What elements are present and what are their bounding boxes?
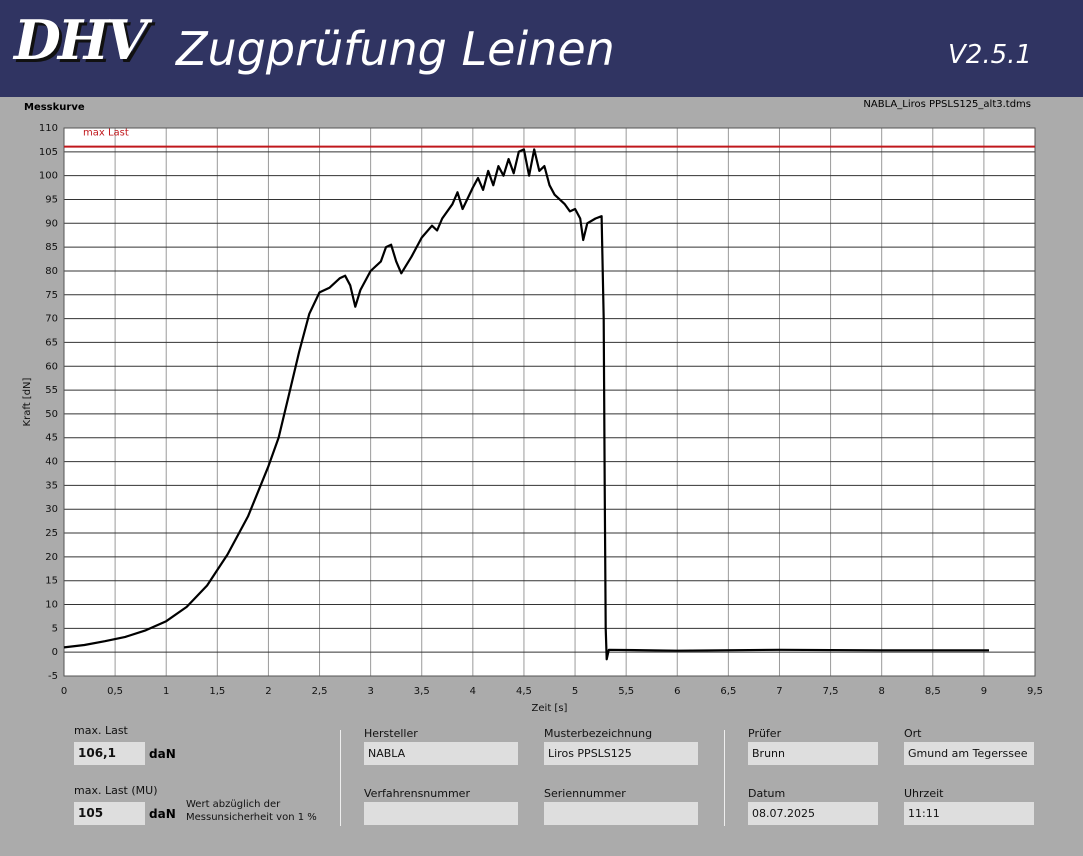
- unit: daN: [149, 747, 176, 761]
- x-tick-label: 8,5: [925, 686, 941, 697]
- value-display: 106,1: [74, 742, 145, 765]
- text-field: Liros PPSLS125: [544, 742, 698, 765]
- y-tick-label: 50: [45, 409, 58, 420]
- note: Messunsicherheit von 1 %: [186, 812, 317, 823]
- version: V2.5.1: [948, 40, 1032, 70]
- y-tick-label: 80: [45, 266, 58, 277]
- x-tick-label: 2: [265, 686, 271, 697]
- y-tick-label: 35: [45, 480, 58, 491]
- x-tick-label: 9: [981, 686, 987, 697]
- x-tick-label: 1,5: [209, 686, 225, 697]
- y-tick-label: -5: [48, 671, 58, 682]
- separator: [724, 730, 725, 826]
- x-tick-label: 5,5: [618, 686, 634, 697]
- x-tick-label: 3: [367, 686, 373, 697]
- x-tick-label: 0,5: [107, 686, 123, 697]
- text-field: [364, 802, 518, 825]
- x-tick-label: 9,5: [1027, 686, 1043, 697]
- x-tick-label: 3,5: [414, 686, 430, 697]
- x-tick-label: 7,5: [823, 686, 839, 697]
- chart: 0 0,5 1 1,5 2 2,5 3 3,5 4 4,5 5 5,5 6 6,5 7 7,5 8 8,5 9 9,5…: [22, 123, 1043, 714]
- x-tick-label: 6,5: [720, 686, 736, 697]
- unit: daN: [149, 807, 176, 821]
- field-label: Hersteller: [364, 727, 418, 740]
- text-field: [544, 802, 698, 825]
- x-axis-label: Zeit [s]: [532, 703, 568, 714]
- x-tick-label: 6: [674, 686, 680, 697]
- y-tick-label: 5: [52, 623, 58, 634]
- y-tick-label: 100: [39, 171, 58, 182]
- header: DHV Zugprüfung Leinen V2.5.1: [0, 0, 1083, 97]
- x-tick-label: 8: [878, 686, 884, 697]
- y-tick-label: 60: [45, 361, 58, 372]
- x-tick-label: 7: [776, 686, 782, 697]
- y-tick-label: 40: [45, 457, 58, 468]
- field-label: Verfahrensnummer: [364, 787, 470, 800]
- field-label: Uhrzeit: [904, 787, 944, 800]
- x-tick-label: 1: [163, 686, 169, 697]
- text-field: 11:11: [904, 802, 1034, 825]
- y-tick-label: 20: [45, 552, 58, 563]
- y-tick-label: 25: [45, 528, 58, 539]
- plot-area: [64, 128, 1035, 676]
- x-tick-label: 4,5: [516, 686, 532, 697]
- y-tick-label: 15: [45, 576, 58, 587]
- y-tick-label: 55: [45, 385, 58, 396]
- field-label: Musterbezeichnung: [544, 727, 653, 740]
- plot-border: [63, 127, 1036, 677]
- y-tick-label: 10: [45, 600, 58, 611]
- file-name: NABLA_Liros PPSLS125_alt3.tdms: [863, 99, 1031, 110]
- x-tick-label: 2,5: [312, 686, 328, 697]
- y-tick-label: 0: [52, 647, 58, 658]
- y-tick-label: 85: [45, 242, 58, 253]
- y-tick-label: 65: [45, 337, 58, 348]
- field-label: Ort: [904, 727, 922, 740]
- max-line-label: max Last: [83, 128, 129, 139]
- value-display: 105: [74, 802, 145, 825]
- section-label: Messkurve: [24, 102, 85, 113]
- field-label: Prüfer: [748, 727, 782, 740]
- y-axis-label: Kraft [dN]: [22, 377, 33, 426]
- text-field: Brunn: [748, 742, 878, 765]
- text-field: Gmund am Tegerssee: [904, 742, 1034, 765]
- field-label: max. Last: [74, 724, 128, 737]
- text-field: NABLA: [364, 742, 518, 765]
- field-label: Datum: [748, 787, 786, 800]
- separator: [340, 730, 341, 826]
- y-tick-label: 110: [39, 123, 58, 134]
- note: Wert abzüglich der: [186, 799, 281, 810]
- y-tick-label: 70: [45, 314, 58, 325]
- field-label: Seriennummer: [544, 787, 626, 800]
- y-tick-label: 45: [45, 433, 58, 444]
- data-line: [63, 148, 989, 661]
- x-tick-label: 4: [470, 686, 476, 697]
- x-tick-label: 0: [61, 686, 67, 697]
- y-tick-label: 75: [45, 290, 58, 301]
- field-label: max. Last (MU): [74, 784, 158, 797]
- y-tick-label: 30: [45, 504, 58, 515]
- y-tick-label: 95: [45, 194, 58, 205]
- logo: DHV: [14, 8, 148, 72]
- x-tick-label: 5: [572, 686, 578, 697]
- y-tick-label: 90: [45, 218, 58, 229]
- y-tick-label: 105: [39, 147, 58, 158]
- app-title: Zugprüfung Leinen: [176, 22, 615, 76]
- text-field: 08.07.2025: [748, 802, 878, 825]
